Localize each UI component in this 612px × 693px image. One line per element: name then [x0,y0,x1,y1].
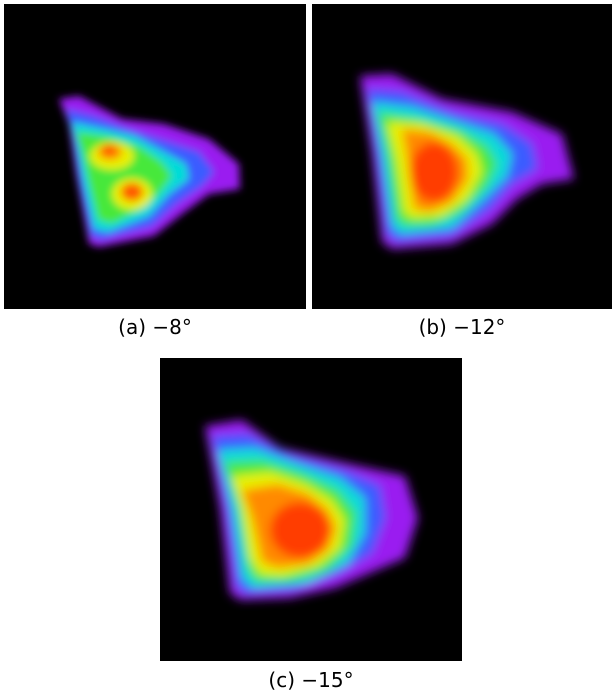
caption-c: (c) −15° [268,668,354,692]
heatmap-image-c [160,358,462,661]
heatmap-a-graphic [59,96,240,247]
caption-a: (a) −8° [118,315,192,339]
heatmap-a-orange-spot-bottom [121,183,143,201]
heatmap-c-red-core [270,502,330,558]
heatmap-c-graphic [205,420,418,600]
heatmap-image-a [4,4,306,309]
heatmap-b-red-core [410,142,458,202]
heatmap-b-graphic [360,74,574,249]
caption-b: (b) −12° [418,315,506,339]
heatmap-a-red-spot [104,146,114,154]
heatmap-image-b [312,4,612,309]
